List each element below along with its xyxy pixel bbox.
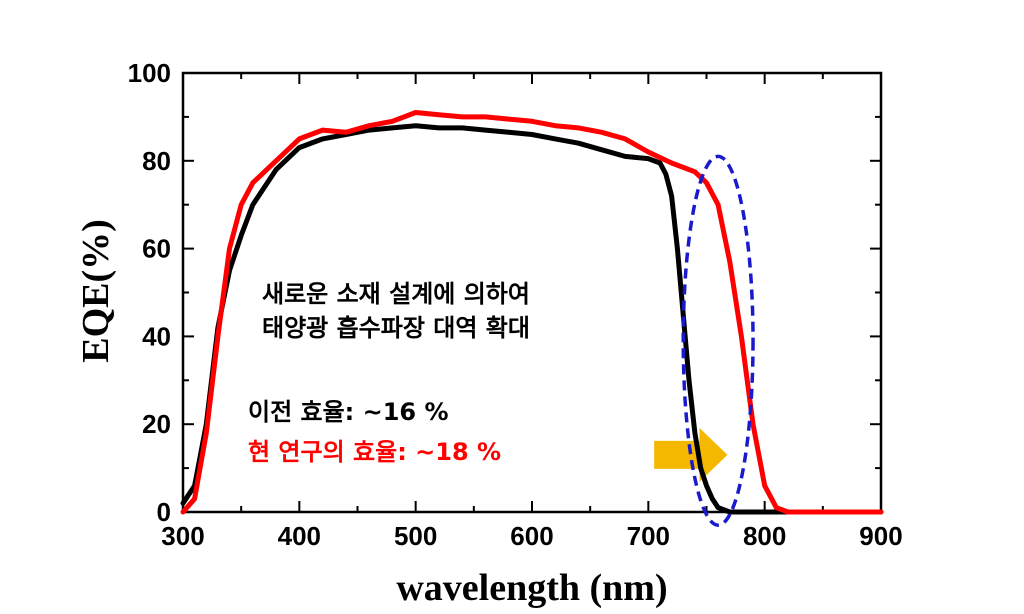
x-tick-label: 300 <box>161 521 204 551</box>
x-tick-label: 900 <box>859 521 902 551</box>
previous-efficiency-label: 이전 효율: ~16 % <box>248 398 449 426</box>
x-tick-label: 500 <box>394 521 437 551</box>
current-efficiency-label: 현 연구의 효율: ~18 % <box>248 438 501 466</box>
highlight-arrow <box>654 427 728 482</box>
y-tick-label: 100 <box>128 58 171 88</box>
x-tick-label: 800 <box>743 521 786 551</box>
x-tick-label: 400 <box>278 521 321 551</box>
series-current-line <box>180 110 884 515</box>
y-tick-label: 60 <box>142 234 171 264</box>
annotation-line-2: 태양광 흡수파장 대역 확대 <box>262 314 530 342</box>
highlight-ellipse <box>681 154 755 527</box>
y-tick-label: 20 <box>142 409 171 439</box>
y-tick-label: 80 <box>142 146 171 176</box>
y-tick-label: 0 <box>157 497 171 527</box>
x-tick-label: 700 <box>627 521 670 551</box>
x-tick-label: 600 <box>510 521 553 551</box>
y-tick-label: 40 <box>142 321 171 351</box>
annotation-line-1: 새로운 소재 설계에 의하여 <box>262 280 530 308</box>
series-previous-line <box>180 123 884 515</box>
x-axis-label: wavelength (nm) <box>396 567 667 609</box>
y-axis-label: EQE(%) <box>75 219 117 363</box>
